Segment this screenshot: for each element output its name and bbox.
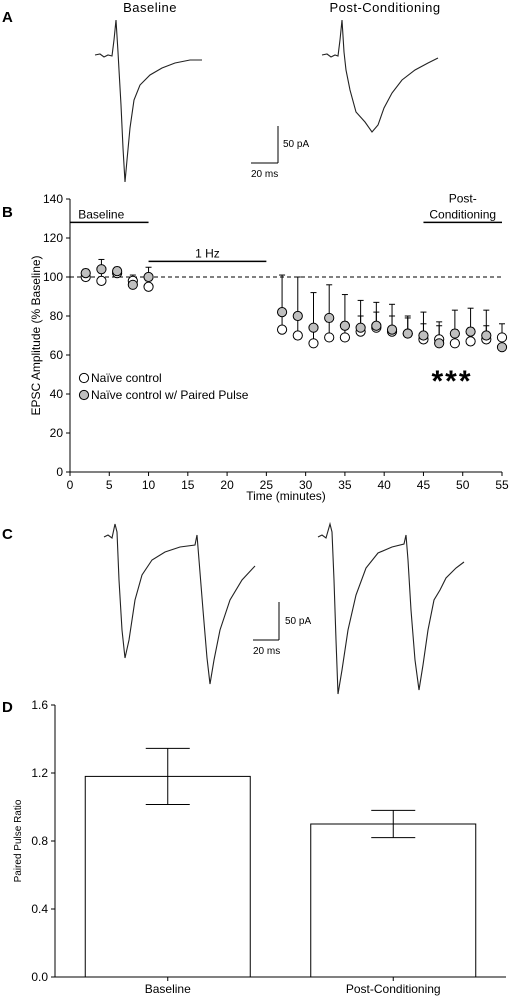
scale-label-ms-a: 20 ms: [251, 169, 278, 180]
epsc-amplitude-chart: 0 20 40 60 80 100 120 140 0 5 10 15 20 25 30 35 40 45 50 55…: [29, 191, 509, 503]
y-tick-label: 120: [43, 231, 63, 245]
x-tick-label: Post-Conditioning: [346, 982, 441, 996]
data-point-paired-pulse: [143, 271, 154, 283]
significance-stars: ***: [431, 365, 472, 398]
data-point-naive-control: [96, 275, 107, 286]
data-point-paired-pulse: [418, 330, 429, 341]
bar: [84, 775, 251, 978]
data-point-paired-pulse: [402, 328, 413, 339]
legend-marker: [78, 389, 90, 401]
y-axis-label: Paired Pulse Ratio: [13, 799, 24, 882]
y-tick-label: 0: [56, 465, 63, 479]
epsc-trace-baseline: [94, 19, 202, 183]
x-tick-label: 20: [220, 478, 234, 492]
x-tick-label: 5: [106, 478, 113, 492]
data-point-naive-control: [465, 336, 476, 347]
data-point-paired-pulse: [96, 264, 107, 275]
data-point-paired-pulse: [481, 330, 492, 341]
x-tick-label: 50: [456, 478, 470, 492]
y-tick-label: 40: [50, 387, 64, 401]
bar: [310, 823, 477, 978]
data-point-naive-control: [324, 332, 335, 343]
scale-label-pa-a: 50 pA: [283, 139, 309, 150]
data-point-paired-pulse: [324, 312, 335, 324]
y-tick-label: 140: [43, 192, 63, 206]
scale-label-pa-c: 50 pA: [285, 616, 311, 627]
period-label: Conditioning: [429, 207, 496, 221]
data-point-paired-pulse: [355, 322, 366, 333]
data-point-paired-pulse: [465, 326, 476, 337]
paired-pulse-ratio-chart: 0.0 0.4 0.8 1.2 1.6 Paired Pulse Ratio Baselin…: [13, 698, 506, 996]
y-tick-label: 1.6: [31, 698, 48, 712]
y-tick-label: 80: [50, 309, 64, 323]
period-label: Post-: [449, 191, 477, 205]
panel-letter-c: C: [2, 526, 13, 543]
data-point-paired-pulse: [308, 322, 319, 333]
data-point-naive-control: [143, 281, 154, 292]
y-tick-label: 0.8: [31, 834, 48, 848]
x-tick-label: 40: [378, 478, 392, 492]
epsc-trace-post-conditioning: [321, 19, 439, 133]
data-point-naive-control: [449, 338, 460, 349]
legend-label: Naïve control w/ Paired Pulse: [91, 388, 249, 402]
paired-pulse-trace-post-conditioning: [317, 521, 465, 695]
x-tick-label: 35: [338, 478, 352, 492]
x-tick-label: 45: [417, 478, 431, 492]
data-point-paired-pulse: [371, 320, 382, 331]
trace-title-baseline: Baseline: [123, 0, 177, 15]
data-point-paired-pulse: [339, 320, 351, 331]
x-tick-label: 0: [67, 478, 74, 492]
panel-letter-b: B: [2, 204, 13, 221]
scale-bar-c: [253, 602, 280, 641]
panel-letter-d: D: [2, 699, 13, 716]
data-point-naive-control: [339, 332, 351, 343]
data-point-paired-pulse: [127, 279, 138, 290]
y-tick-label: 0.0: [31, 970, 48, 984]
period-label: Baseline: [78, 207, 124, 221]
data-point-naive-control: [308, 338, 319, 349]
x-tick-label: 55: [495, 478, 509, 492]
data-point-paired-pulse: [112, 266, 123, 277]
y-tick-label: 100: [43, 270, 63, 284]
data-point-naive-control: [496, 332, 508, 343]
x-tick-label: 30: [299, 478, 313, 492]
data-point-paired-pulse: [80, 268, 91, 279]
scale-bar-a: [251, 126, 279, 164]
scale-label-ms-c: 20 ms: [253, 646, 280, 657]
x-tick-label: Baseline: [145, 982, 191, 996]
data-point-paired-pulse: [386, 324, 398, 335]
y-axis-label: EPSC Amplitude (% Baseline): [29, 255, 43, 415]
paired-pulse-trace-baseline: [103, 523, 256, 685]
data-point-paired-pulse: [496, 342, 508, 353]
trace-title-post-conditioning: Post-Conditioning: [329, 0, 440, 15]
data-point-paired-pulse: [292, 310, 303, 322]
legend-label: Naïve control: [91, 371, 162, 385]
x-tick-label: 15: [181, 478, 195, 492]
x-tick-label: 10: [142, 478, 156, 492]
data-point-naive-control: [292, 330, 303, 341]
data-point-naive-control: [276, 324, 288, 335]
data-point-paired-pulse: [434, 338, 445, 349]
y-tick-label: 20: [50, 426, 64, 440]
panel-letter-a: A: [2, 9, 13, 26]
period-label: 1 Hz: [195, 246, 220, 260]
y-tick-label: 1.2: [31, 766, 48, 780]
y-tick-label: 60: [50, 348, 64, 362]
data-point-paired-pulse: [449, 328, 460, 339]
legend-marker: [78, 372, 90, 384]
x-axis-label: Time (minutes): [246, 489, 326, 503]
data-point-paired-pulse: [276, 307, 288, 318]
y-tick-label: 0.4: [31, 902, 48, 916]
x-tick-label: 25: [260, 478, 274, 492]
